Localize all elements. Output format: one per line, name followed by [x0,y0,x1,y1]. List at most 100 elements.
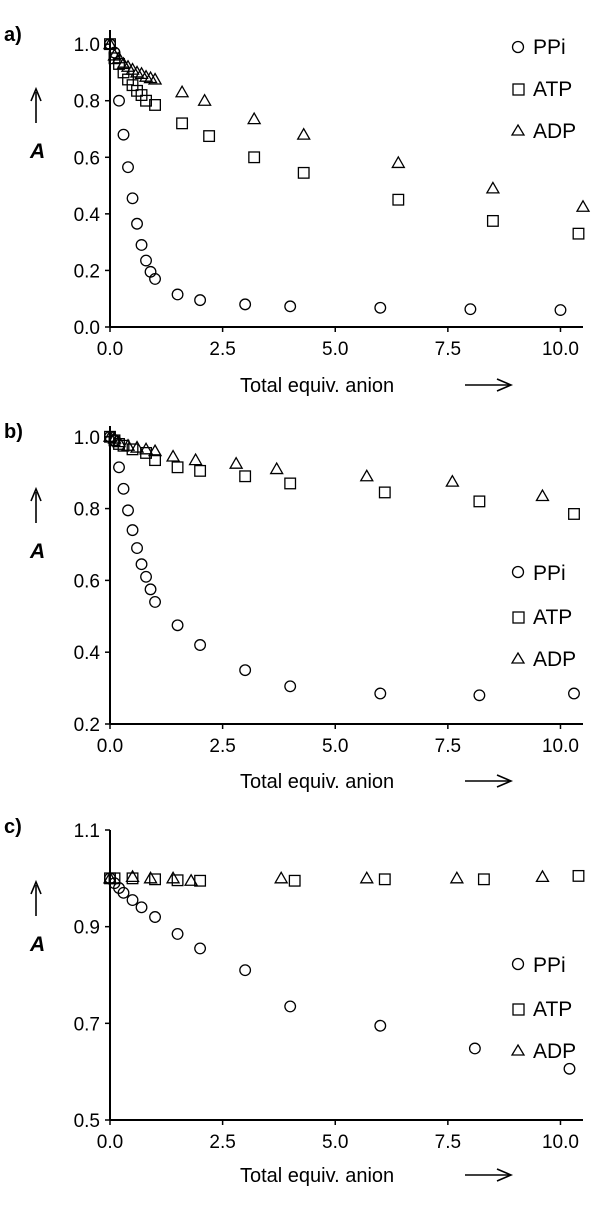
atp-point [378,486,391,499]
ppi-point [126,192,139,205]
adp-point [247,111,262,125]
adp-point [296,127,311,140]
ppi-point [126,894,139,907]
legend-label-ppi: PPi [533,562,566,585]
ppi-point [171,288,184,301]
adp-point [102,871,118,884]
y-tick-label: 0.9 [74,918,100,939]
legend: PPi ATP ADP [510,36,576,143]
ppi-point [126,524,139,537]
atp-point [171,874,184,887]
atp-point [194,464,207,477]
ppi-point [374,687,387,700]
y-tick-label: 0.7 [74,1014,100,1035]
x-tick-label: 10.0 [542,339,579,360]
legend-label-ppi: PPi [533,36,566,59]
atp-point [297,166,310,179]
x-axis-arrow [465,378,514,392]
legend-marker-triangle [510,123,526,136]
x-tick-label: 7.5 [435,339,461,360]
ppi-point [140,254,152,267]
y-axis-label: A [29,140,45,163]
adp-point [138,442,154,455]
legend-marker-triangle [510,1043,526,1056]
y-tick-label: 0.5 [74,1111,100,1132]
adp-point [147,443,163,457]
ppi-point [194,942,207,955]
legend-label-adp: ADP [533,648,576,671]
adp-point [359,871,374,884]
atp-point [149,99,161,111]
atp-point [288,874,301,887]
ppi-point [171,927,184,940]
atp-point [140,94,152,107]
x-tick-label: 0.0 [97,1132,123,1153]
ppi-point [171,619,184,632]
adp-point [359,468,374,482]
atp-point [108,872,121,885]
adp-point [391,155,406,169]
ppi-point [149,595,161,608]
legend-marker-square [512,1003,525,1016]
ppi-point [568,687,580,700]
atp-point [248,151,261,164]
panel-c: c) A Total equiv. anion PPi ATP ADP 0.50… [4,816,585,1187]
x-axis-label: Total equiv. anion [240,1165,394,1187]
ppi-point [117,886,130,899]
atp-point [568,508,580,520]
y-tick-label: 1.0 [74,428,100,449]
legend-label-atp: ATP [533,78,572,101]
ppi-point [194,639,207,651]
ppi-point [131,542,143,555]
atp-point [572,869,585,882]
y-tick-label: 0.0 [74,318,100,339]
adp-point [120,438,136,451]
panel-label: a) [4,24,22,46]
legend-label-adp: ADP [533,120,576,143]
x-tick-label: 2.5 [209,339,235,360]
atp-point [126,443,139,456]
adp-point [143,871,158,884]
ppi-point [113,461,125,474]
legend-label-adp: ADP [533,1040,576,1063]
adp-point [229,456,244,469]
atp-point [378,873,391,886]
adp-point [174,84,190,98]
atp-point [113,438,125,450]
panel-a: a) A Total equiv. anion PPi ATP ADP 0.00… [4,24,591,397]
atp-point [149,454,161,467]
x-tick-label: 0.0 [97,736,123,757]
ppi-point [117,482,130,495]
legend-marker-triangle [510,651,526,664]
legend: PPi ATP ADP [510,562,576,671]
ppi-point [374,1019,387,1032]
adp-point [111,434,127,448]
atp-point [203,130,216,143]
y-axis-label: A [29,540,45,563]
ppi-point [284,1000,297,1013]
y-axis-arrow [30,486,42,523]
legend-label-atp: ATP [533,606,572,629]
adp-point [111,50,127,64]
x-tick-label: 7.5 [435,1132,461,1153]
ppi-point [239,964,252,977]
x-tick-label: 10.0 [542,736,579,757]
ppi-point [122,504,134,517]
y-tick-label: 0.6 [74,571,100,592]
adp-point [165,449,181,462]
x-axis-label: Total equiv. anion [240,375,394,397]
ppi-point [239,298,252,311]
atp-point [473,495,486,508]
atp-point [176,117,189,130]
x-axis-label: Total equiv. anion [240,771,394,793]
atp-point [477,873,490,886]
y-tick-label: 1.1 [74,821,100,842]
atp-point [171,461,184,474]
legend-label-atp: ATP [533,998,572,1021]
atp-point [392,193,405,206]
adp-point [165,871,181,884]
ppi-point [464,303,477,316]
y-axis-arrow [30,86,42,123]
ppi-point [131,217,143,230]
